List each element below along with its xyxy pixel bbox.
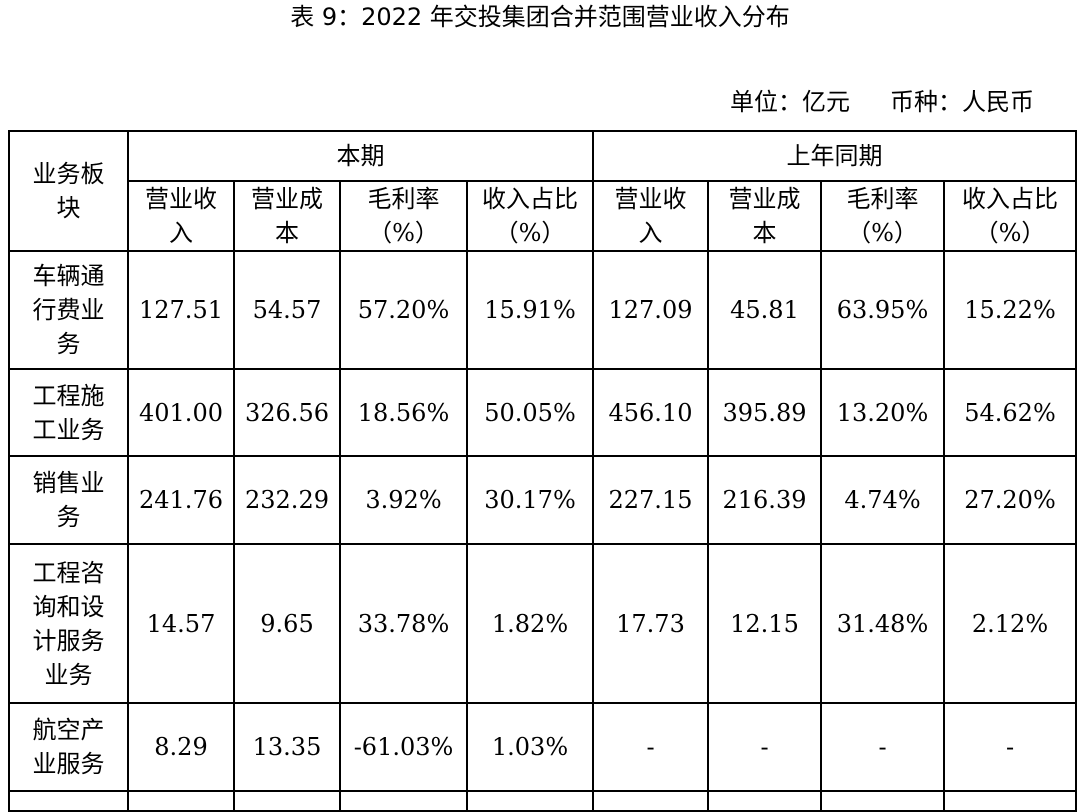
value-cell: 13.35 xyxy=(233,702,341,792)
value-cell: 12.15 xyxy=(707,543,822,704)
value-cell: 45.81 xyxy=(707,250,822,370)
empty-cell xyxy=(466,790,594,812)
value-cell: 13.20% xyxy=(820,368,945,457)
table-row: 工程施工业务 401.00 326.56 18.56% 50.05% 456.10 395.… xyxy=(8,368,1077,457)
value-cell: 4.74% xyxy=(820,455,945,545)
value-cell: 8.29 xyxy=(127,702,235,792)
empty-cell xyxy=(707,790,822,812)
row-label: 车辆通行费业务 xyxy=(32,262,105,358)
value-cell: - xyxy=(820,702,945,792)
row-label: 工程咨询和设计服务业务 xyxy=(32,558,105,689)
table-row: 工程咨询和设计服务业务 14.57 9.65 33.78% 1.82% 17.73 12.1… xyxy=(8,543,1077,704)
corner-cell: 业务板块 xyxy=(8,130,129,252)
value-cell: 30.17% xyxy=(466,455,594,545)
value-cell: 1.03% xyxy=(466,702,594,792)
revenue-table: 业务板块 本期 上年同期 营业收入 营业成本 毛利率（%） 收入占比（%） 营业收入 营业… xyxy=(8,130,1077,812)
column-header: 毛利率（%） xyxy=(846,185,919,247)
column-header: 收入占比（%） xyxy=(482,185,578,247)
table-row: 航空产业服务 8.29 13.35 -61.03% 1.03% - - - - xyxy=(8,702,1077,792)
value-cell: 54.57 xyxy=(233,250,341,370)
column-header-cell: 毛利率（%） xyxy=(820,180,945,252)
value-cell: 3.92% xyxy=(339,455,468,545)
table-row: 车辆通行费业务 127.51 54.57 57.20% 15.91% 127.09 45.8… xyxy=(8,250,1077,370)
empty-cell xyxy=(943,790,1077,812)
column-header-cell: 营业收入 xyxy=(127,180,235,252)
value-cell: 31.48% xyxy=(820,543,945,704)
value-cell: 227.15 xyxy=(592,455,709,545)
value-cell: - xyxy=(707,702,822,792)
unit: 单位：亿元 xyxy=(730,88,850,116)
value-cell: 127.51 xyxy=(127,250,235,370)
empty-cell xyxy=(339,790,468,812)
value-cell: -61.03% xyxy=(339,702,468,792)
value-cell: 326.56 xyxy=(233,368,341,457)
value-cell: 456.10 xyxy=(592,368,709,457)
value-cell: 17.73 xyxy=(592,543,709,704)
row-label-cell: 航空产业服务 xyxy=(8,702,129,792)
value-cell: 50.05% xyxy=(466,368,594,457)
value-cell: 18.56% xyxy=(339,368,468,457)
column-header-cell: 收入占比（%） xyxy=(466,180,594,252)
empty-cell xyxy=(820,790,945,812)
unit-line: 单位：亿元 币种：人民币 xyxy=(730,82,1034,117)
empty-cell xyxy=(592,790,709,812)
value-cell: 27.20% xyxy=(943,455,1077,545)
value-cell: 15.91% xyxy=(466,250,594,370)
row-label: 航空产业服务 xyxy=(32,716,105,778)
value-cell: - xyxy=(592,702,709,792)
value-cell: 9.65 xyxy=(233,543,341,704)
value-cell: 241.76 xyxy=(127,455,235,545)
table-row-cut xyxy=(8,790,1077,812)
corner: 业务板块 xyxy=(32,160,105,222)
row-label: 销售业务 xyxy=(32,469,105,531)
column-header-cell: 收入占比（%） xyxy=(943,180,1077,252)
row-label-cell: 工程咨询和设计服务业务 xyxy=(8,543,129,704)
title: 表 9：2022 年交投集团合并范围营业收入分布 xyxy=(290,3,790,31)
column-header-cell: 营业成本 xyxy=(233,180,341,252)
column-header: 营业成本 xyxy=(728,185,801,247)
row-label-cell: 工程施工业务 xyxy=(8,368,129,457)
row-label-cell: 销售业务 xyxy=(8,455,129,545)
column-header: 营业收入 xyxy=(144,185,217,247)
value-cell: 33.78% xyxy=(339,543,468,704)
value-cell: 15.22% xyxy=(943,250,1077,370)
empty-cell xyxy=(127,790,235,812)
group-header: 本期 xyxy=(127,130,594,182)
column-header: 营业成本 xyxy=(250,185,323,247)
value-cell: 54.62% xyxy=(943,368,1077,457)
value-cell: - xyxy=(943,702,1077,792)
value-cell: 401.00 xyxy=(127,368,235,457)
value-cell: 14.57 xyxy=(127,543,235,704)
column-header-cell: 营业成本 xyxy=(707,180,822,252)
table-row: 销售业务 241.76 232.29 3.92% 30.17% 227.15 216.39 4… xyxy=(8,455,1077,545)
value-cell: 232.29 xyxy=(233,455,341,545)
row-label-cell: 车辆通行费业务 xyxy=(8,250,129,370)
currency: 币种：人民币 xyxy=(890,88,1034,116)
empty-cell xyxy=(233,790,341,812)
column-header-cell: 营业收入 xyxy=(592,180,709,252)
value-cell: 57.20% xyxy=(339,250,468,370)
column-header: 营业收入 xyxy=(614,185,687,247)
value-cell: 1.82% xyxy=(466,543,594,704)
value-cell: 216.39 xyxy=(707,455,822,545)
column-header: 收入占比（%） xyxy=(962,185,1058,247)
column-header: 毛利率（%） xyxy=(367,185,440,247)
group-header: 上年同期 xyxy=(592,130,1077,182)
value-cell: 63.95% xyxy=(820,250,945,370)
column-header-cell: 毛利率（%） xyxy=(339,180,468,252)
value-cell: 2.12% xyxy=(943,543,1077,704)
row-label: 工程施工业务 xyxy=(32,381,105,444)
value-cell: 127.09 xyxy=(592,250,709,370)
empty-cell xyxy=(8,790,129,812)
value-cell: 395.89 xyxy=(707,368,822,457)
